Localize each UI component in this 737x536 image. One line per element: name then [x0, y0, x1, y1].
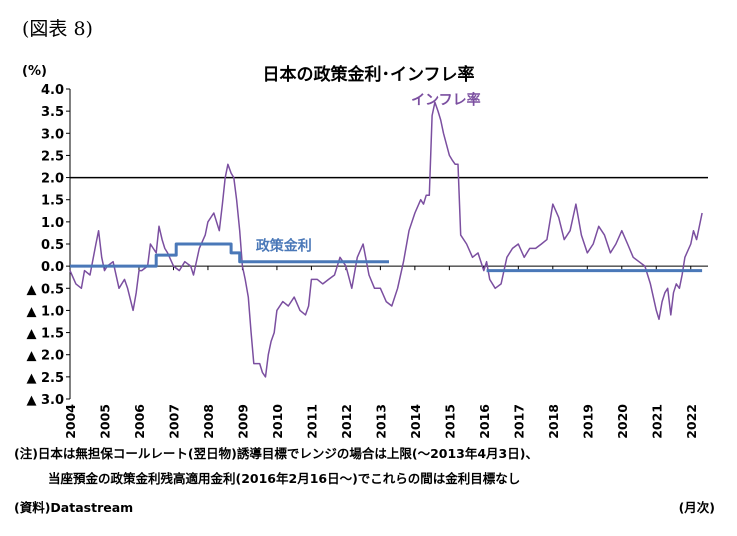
- x-tick-label: 2017: [511, 404, 526, 439]
- figure-label: (図表 8): [22, 18, 93, 40]
- x-tick-label: 2022: [684, 404, 699, 439]
- x-tick-label: 2018: [546, 404, 561, 439]
- x-tick-label: 2008: [201, 404, 216, 439]
- y-tick-label: ▲ 1.0: [26, 304, 64, 319]
- y-tick-label: 2.0: [41, 172, 64, 187]
- y-tick-label: 2.5: [41, 149, 64, 164]
- x-tick-label: 2020: [615, 404, 630, 439]
- x-tick-label: 2015: [442, 404, 457, 439]
- note-line-2: 当座預金の政策金利残高適用金利(2016年2月16日～)でこれらの間は金利目標な…: [48, 471, 521, 486]
- x-tick-label: 2005: [97, 404, 112, 439]
- y-tick-label: ▲ 1.5: [26, 327, 64, 342]
- y-tick-label: 1.5: [41, 194, 64, 209]
- y-tick-label: 0.5: [41, 238, 64, 253]
- x-tick-label: 2019: [580, 404, 595, 439]
- y-tick-label: 3.5: [41, 105, 64, 120]
- y-tick-label: ▲ 3.0: [26, 393, 64, 408]
- y-tick-label: 1.0: [41, 216, 64, 231]
- x-tick-label: 2004: [63, 404, 78, 439]
- inflation-series-line: [69, 101, 703, 378]
- y-tick-label: ▲ 0.5: [26, 282, 64, 297]
- x-tick-label: 2010: [270, 404, 285, 439]
- x-tick-label: 2014: [408, 404, 423, 439]
- x-tick-label: 2009: [235, 404, 250, 439]
- x-tick-label: 2013: [373, 404, 388, 439]
- y-unit-label: (%): [22, 64, 47, 79]
- inflation-series-label: インフレ率: [411, 91, 481, 108]
- policy-rate-series-line: [70, 242, 703, 273]
- chart-title: 日本の政策金利･インフレ率: [262, 65, 475, 85]
- x-tick-label: 2016: [477, 404, 492, 439]
- x-tick-label: 2011: [304, 404, 319, 439]
- x-tick-label: 2007: [166, 404, 181, 439]
- policy-rate-series-label: 政策金利: [256, 238, 312, 255]
- x-tick-label: 2006: [132, 404, 147, 439]
- x-tick-label: 2012: [339, 404, 354, 439]
- y-tick-label: 0.0: [41, 260, 64, 275]
- x-tick-label: 2021: [649, 404, 664, 439]
- source-note: (資料)Datastream: [14, 500, 134, 515]
- y-tick-label: 3.0: [41, 127, 64, 142]
- y-tick-label: ▲ 2.0: [26, 349, 64, 364]
- note-line-1: (注)日本は無担保コールレート(翌日物)誘導目標でレンジの場合は上限(～2013…: [14, 446, 538, 461]
- y-tick-label: ▲ 2.5: [26, 371, 64, 386]
- y-tick-label: 4.0: [41, 83, 64, 98]
- x-unit-label: (月次): [678, 500, 715, 515]
